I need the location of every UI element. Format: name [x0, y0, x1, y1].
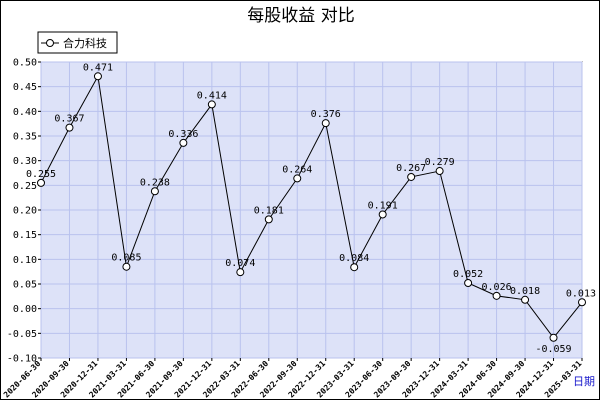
- legend-marker-icon: [46, 39, 54, 47]
- y-tick-label: 0.25: [13, 181, 37, 192]
- data-point: [65, 123, 74, 132]
- y-tick-label: 0.30: [13, 156, 37, 167]
- series-layer: [37, 72, 586, 342]
- data-label: 0.414: [197, 90, 227, 101]
- data-label: 0.013: [566, 288, 596, 299]
- data-point: [264, 215, 273, 224]
- data-point: [464, 279, 473, 288]
- data-point: [350, 263, 359, 272]
- data-point: [236, 268, 245, 277]
- y-tick-label: 0.40: [13, 107, 37, 118]
- data-point: [435, 167, 444, 176]
- x-axis-ticks: 2020-06-302020-09-302020-12-312021-03-31…: [2, 358, 584, 399]
- data-point: [578, 298, 586, 307]
- data-label: -0.059: [535, 344, 571, 355]
- data-label: 0.267: [396, 163, 426, 174]
- series-line: [40, 74, 583, 339]
- data-label: 0.279: [425, 157, 455, 168]
- data-point: [321, 119, 330, 128]
- data-label: 0.367: [54, 114, 84, 125]
- legend-series-name: 合力科技: [63, 36, 107, 50]
- data-label: 0.264: [282, 164, 312, 175]
- data-label: 0.376: [311, 109, 341, 120]
- data-label: 0.085: [111, 253, 141, 264]
- data-label: 0.181: [254, 205, 284, 216]
- y-tick-label: 0.15: [13, 230, 37, 241]
- y-tick-label: 0.35: [13, 132, 37, 143]
- data-point: [492, 291, 501, 300]
- data-point: [179, 138, 188, 147]
- data-point: [407, 172, 416, 181]
- y-tick-label: 0.05: [13, 280, 37, 291]
- y-tick-label: -0.10: [7, 354, 37, 365]
- data-label: 0.074: [225, 258, 255, 269]
- y-tick-label: 0.20: [13, 206, 37, 217]
- data-point: [122, 262, 131, 271]
- data-point: [521, 295, 530, 304]
- data-label: 0.471: [83, 62, 113, 73]
- legend: 合力科技: [37, 31, 118, 54]
- y-tick-label: 0.45: [13, 82, 37, 93]
- data-label: 0.238: [140, 177, 170, 188]
- data-label: 0.255: [26, 169, 56, 180]
- data-point: [37, 178, 45, 187]
- y-tick-label: 0.10: [13, 255, 37, 266]
- data-labels: 0.255 0.367 0.471 0.085 0.238 0.336 0.414 0.074…: [26, 62, 596, 354]
- chart-title: 每股收益 对比: [247, 6, 354, 26]
- data-point: [207, 100, 216, 109]
- data-point: [378, 210, 387, 219]
- y-tick-label: 0.50: [13, 58, 37, 69]
- data-label: 0.052: [453, 269, 483, 280]
- y-tick-label: 0.00: [13, 304, 37, 315]
- data-point: [93, 72, 102, 81]
- x-axis-label: 日期: [573, 375, 595, 388]
- data-point: [549, 333, 558, 342]
- data-point: [150, 187, 159, 196]
- y-axis-ticks: 0.50 0.45 0.40 0.35 0.30 0.25 0.20 0.15 0.10 0.05…: [7, 58, 41, 365]
- legend-box: [37, 31, 118, 54]
- data-label: 0.018: [510, 286, 540, 297]
- data-point: [293, 174, 302, 183]
- data-label: 0.026: [482, 282, 512, 293]
- y-tick-label: -0.05: [7, 329, 37, 340]
- data-label: 0.084: [339, 253, 369, 264]
- data-label: 0.336: [168, 129, 198, 140]
- data-label: 0.191: [368, 200, 398, 211]
